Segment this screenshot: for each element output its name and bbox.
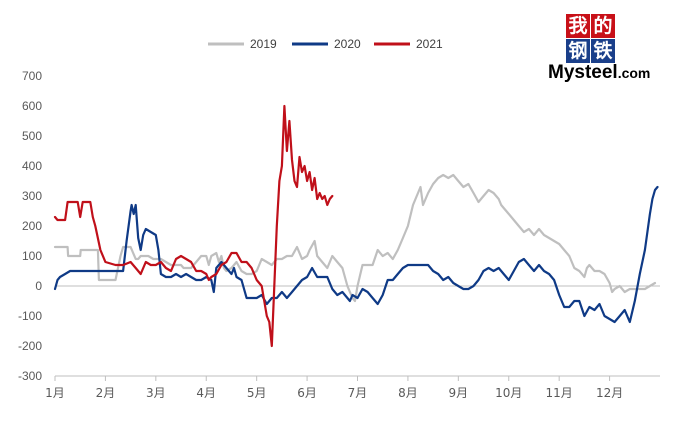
y-tick-label: 200 <box>22 219 42 233</box>
y-tick-label: 400 <box>22 159 42 173</box>
x-tick-label: 10月 <box>495 386 522 400</box>
x-tick-label: 2月 <box>96 386 116 400</box>
x-tick-label: 3月 <box>146 386 166 400</box>
logo-char-de: 的 <box>591 14 615 38</box>
legend-label-2020: 2020 <box>334 37 361 51</box>
y-tick-label: 300 <box>22 189 42 203</box>
y-tick-label: 0 <box>35 279 42 293</box>
x-tick-label: 9月 <box>449 386 469 400</box>
legend-label-2019: 2019 <box>250 37 277 51</box>
x-axis: 1月 2月 3月 4月 5月 6月 7月 8月 9月 10月 11月 12月 <box>45 285 660 400</box>
series-line-2021 <box>53 104 334 348</box>
x-tick-label: 5月 <box>247 386 267 400</box>
logo-brand-suffix: .com <box>617 65 651 81</box>
logo-wordmark: Mysteel.com <box>548 62 650 84</box>
y-tick-label: -200 <box>18 339 42 353</box>
series-line-2020 <box>53 185 659 324</box>
series-line-2019 <box>53 173 657 303</box>
logo-char-gang: 钢 <box>566 39 590 63</box>
x-tick-label: 11月 <box>546 386 573 400</box>
logo-char-wo: 我 <box>566 14 590 38</box>
chart-legend: 2019 2020 2021 <box>208 37 443 51</box>
x-tick-label: 8月 <box>398 386 418 400</box>
y-tick-label: 700 <box>22 69 42 83</box>
x-tick-label: 6月 <box>297 386 317 400</box>
logo-brand-main: Mysteel <box>548 62 618 83</box>
y-tick-label: -100 <box>18 309 42 323</box>
series-layer <box>53 104 659 348</box>
y-tick-label: 100 <box>22 249 42 263</box>
y-tick-label: -300 <box>18 369 42 383</box>
x-tick-label: 12月 <box>596 386 623 400</box>
logo-char-tie: 铁 <box>591 39 615 63</box>
x-tick-label: 4月 <box>196 386 216 400</box>
legend-label-2021: 2021 <box>416 37 443 51</box>
x-tick-label: 7月 <box>348 386 368 400</box>
y-axis-ticks: -300 -200 -100 0 100 200 300 400 500 600 700 <box>18 69 42 383</box>
mysteel-logo: 我 的 钢 铁 Mysteel.com <box>548 14 668 84</box>
x-tick-label: 1月 <box>45 386 65 400</box>
y-tick-label: 600 <box>22 99 42 113</box>
y-tick-label: 500 <box>22 129 42 143</box>
